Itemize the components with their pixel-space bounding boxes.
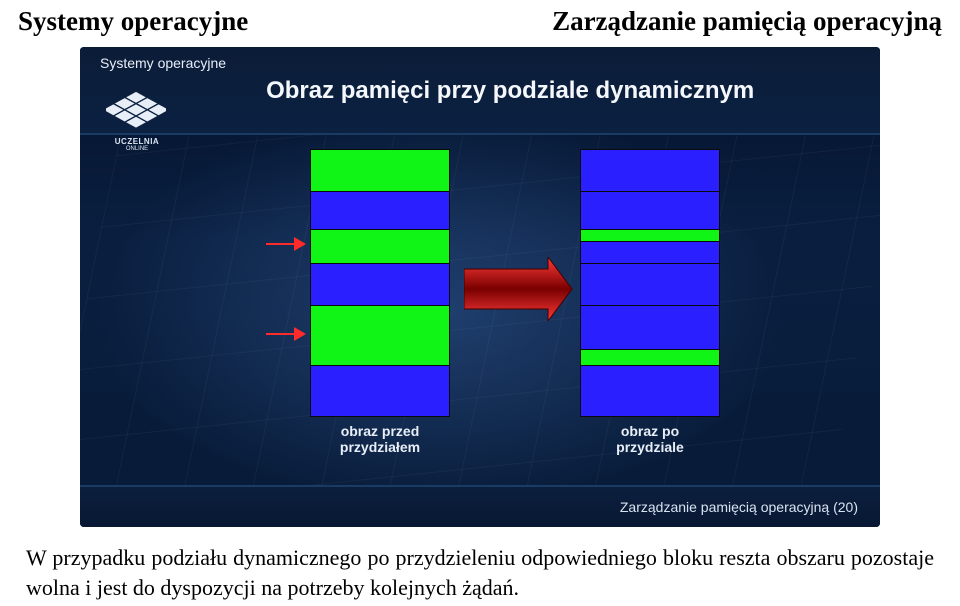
block-arrow-icon	[464, 257, 574, 326]
diagram: obraz przed przydziałem obraz po przydzi…	[180, 147, 820, 467]
label-after-line2: przydziale	[616, 439, 684, 455]
memory-segment	[311, 150, 449, 192]
memory-segment	[311, 306, 449, 366]
slide-footer: Zarządzanie pamięcią operacyjną (20)	[80, 485, 880, 527]
stack-before	[310, 149, 450, 417]
label-after-line1: obraz po	[621, 423, 679, 439]
memory-segment	[581, 350, 719, 366]
course-label: Systemy operacyjne	[100, 55, 226, 71]
memory-segment	[581, 230, 719, 242]
arrow-icon	[266, 327, 306, 341]
label-before-line2: przydziałem	[340, 439, 420, 455]
footer-text: Zarządzanie pamięcią operacyjną (20)	[620, 499, 858, 515]
slide-header: Systemy operacyjne Obraz pamięci przy po…	[80, 47, 880, 135]
logo-brand: UCZELNIA ONLINE	[102, 137, 172, 152]
memory-segment	[581, 264, 719, 306]
slide-title: Obraz pamięci przy podziale dynamicznym	[266, 77, 754, 105]
memory-segment	[311, 264, 449, 306]
memory-segment	[311, 192, 449, 230]
label-before: obraz przed przydziałem	[310, 423, 450, 455]
memory-segment	[581, 192, 719, 230]
memory-segment	[581, 306, 719, 350]
page-title-right: Zarządzanie pamięcią operacyjną	[552, 6, 942, 37]
logo-brand-top: UCZELNIA	[115, 137, 159, 146]
memory-segment	[581, 150, 719, 192]
label-before-line1: obraz przed	[341, 423, 420, 439]
memory-segment	[311, 366, 449, 416]
stack-after	[580, 149, 720, 417]
memory-segment	[311, 230, 449, 264]
label-after: obraz po przydziale	[580, 423, 720, 455]
page-title-left: Systemy operacyjne	[18, 6, 248, 37]
memory-segment	[581, 366, 719, 416]
logo-brand-bottom: ONLINE	[102, 146, 172, 152]
caption-text: W przypadku podziału dynamicznego po prz…	[0, 527, 960, 602]
logo-icon	[106, 87, 166, 137]
slide: Systemy operacyjne Obraz pamięci przy po…	[80, 47, 880, 527]
arrow-icon	[266, 237, 306, 251]
memory-segment	[581, 242, 719, 264]
